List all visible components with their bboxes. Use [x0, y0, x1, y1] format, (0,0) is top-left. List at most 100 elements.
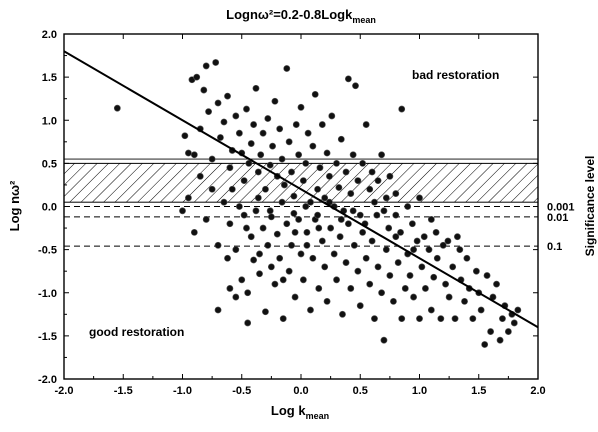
data-point — [362, 121, 370, 128]
data-point — [185, 194, 192, 202]
data-point — [179, 207, 186, 215]
data-point — [342, 259, 350, 266]
data-point — [304, 129, 312, 137]
data-point — [427, 306, 435, 314]
data-point — [378, 151, 385, 159]
data-point — [510, 319, 518, 327]
data-point — [292, 121, 300, 128]
y-tick-label: 0.5 — [42, 158, 57, 170]
x-axis-title: Log kmean — [271, 403, 329, 421]
data-point — [451, 315, 459, 323]
x-tick-label: -1.5 — [114, 385, 133, 397]
data-point — [366, 185, 374, 193]
data-point — [314, 185, 321, 193]
data-point — [472, 267, 480, 275]
data-point — [420, 233, 428, 241]
data-point — [264, 115, 272, 122]
data-point — [350, 241, 358, 249]
data-point — [371, 198, 378, 206]
data-point — [276, 254, 284, 262]
data-point — [398, 105, 406, 113]
data-point — [392, 211, 400, 219]
data-point — [371, 315, 378, 323]
data-point — [344, 75, 352, 83]
data-point — [232, 112, 240, 120]
data-point — [214, 306, 222, 314]
data-point — [193, 73, 201, 81]
data-point — [285, 267, 293, 275]
data-point — [214, 241, 222, 249]
data-point — [240, 211, 248, 219]
data-point — [354, 177, 362, 185]
data-point — [349, 151, 357, 159]
data-point — [224, 254, 231, 262]
data-point — [344, 220, 352, 228]
data-point — [254, 194, 262, 202]
data-point — [359, 228, 367, 236]
data-point — [326, 172, 333, 180]
data-point — [416, 315, 423, 323]
data-point — [439, 241, 447, 249]
data-point — [205, 108, 212, 116]
data-point — [302, 203, 310, 210]
y-tick-label: 1.5 — [42, 72, 57, 84]
data-point — [283, 220, 291, 228]
data-point — [250, 121, 257, 128]
data-point — [413, 237, 421, 245]
data-point — [327, 224, 335, 232]
data-point — [281, 181, 288, 189]
data-point — [359, 159, 367, 167]
data-point — [202, 62, 210, 70]
data-point — [366, 280, 374, 288]
x-tick-label: 2.0 — [530, 385, 545, 397]
data-point — [378, 289, 385, 297]
data-point — [444, 237, 452, 245]
data-point — [303, 241, 311, 249]
data-point — [220, 118, 228, 126]
data-point — [347, 285, 355, 292]
data-point — [238, 276, 246, 284]
data-point — [202, 216, 210, 223]
data-point — [406, 272, 414, 279]
data-point — [279, 315, 287, 323]
x-tick-label: -2.0 — [55, 385, 74, 397]
data-point — [113, 104, 121, 112]
data-point — [416, 194, 423, 202]
x-tick-label: -0.5 — [232, 385, 251, 397]
x-tick-label: 1.0 — [412, 385, 427, 397]
data-point — [339, 310, 346, 318]
data-point — [235, 129, 243, 137]
data-point — [259, 224, 267, 232]
data-point — [295, 151, 303, 159]
data-point — [368, 168, 376, 176]
data-point — [368, 237, 376, 245]
data-point — [336, 233, 344, 241]
data-point — [262, 185, 269, 193]
data-point — [208, 155, 216, 163]
data-point — [418, 263, 426, 271]
data-point — [352, 82, 359, 90]
data-point — [392, 190, 400, 197]
data-point — [262, 308, 269, 316]
data-point — [449, 263, 457, 271]
data-point — [397, 228, 404, 236]
data-point — [337, 216, 345, 223]
data-point — [385, 224, 393, 232]
data-point — [456, 246, 464, 254]
data-point — [224, 92, 231, 100]
data-point — [291, 293, 299, 301]
data-point — [333, 159, 340, 167]
data-point — [303, 228, 311, 236]
data-point — [185, 149, 192, 157]
data-point — [354, 267, 362, 275]
data-point — [302, 159, 310, 167]
data-point — [445, 293, 453, 301]
data-point — [321, 194, 329, 202]
data-point — [481, 341, 489, 348]
x-tick-label: 0.0 — [293, 385, 308, 397]
data-point — [410, 246, 417, 254]
data-point — [276, 125, 284, 133]
data-point — [425, 246, 433, 254]
data-point — [245, 159, 253, 167]
significance-value-1: 0.01 — [547, 212, 568, 224]
